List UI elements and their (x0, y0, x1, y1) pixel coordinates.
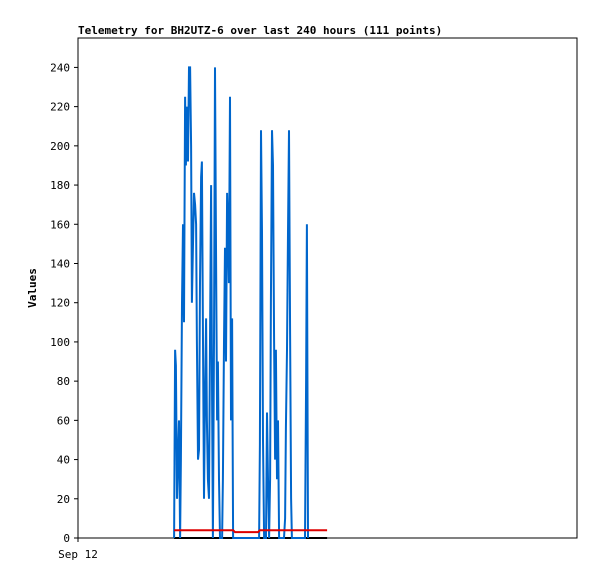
y-tick-label: 180 (50, 179, 70, 192)
y-tick-label: 0 (63, 532, 70, 545)
x-tick-label: Sep 12 (58, 548, 98, 561)
y-tick-label: 240 (50, 61, 70, 74)
y-tick-label: 120 (50, 297, 70, 310)
y-tick-label: 60 (57, 414, 70, 427)
plot-frame (77, 37, 578, 539)
y-tick-label: 100 (50, 336, 70, 349)
y-tick-label: 20 (57, 493, 70, 506)
y-tick-label: 160 (50, 218, 70, 231)
y-axis-label: Values (26, 268, 39, 308)
y-tick-label: 140 (50, 257, 70, 270)
y-tick-label: 80 (57, 375, 70, 388)
series-line (174, 529, 328, 534)
chart-title: Telemetry for BH2UTZ-6 over last 240 hou… (78, 24, 442, 37)
y-tick-label: 220 (50, 101, 70, 114)
y-tick-label: 200 (50, 140, 70, 153)
y-tick-label: 40 (57, 454, 70, 467)
series-line (173, 66, 309, 539)
